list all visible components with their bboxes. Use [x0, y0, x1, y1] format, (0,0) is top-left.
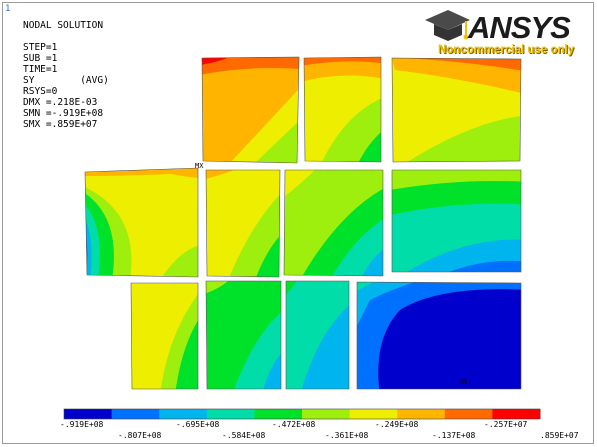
legend-label-bottom-4: -.137E+08 [432, 431, 475, 440]
legend-swatch-3 [159, 409, 207, 419]
min-marker: MN [459, 378, 467, 386]
legend-swatch-10 [492, 409, 540, 419]
legend-label-top-5: -.257E+07 [484, 420, 527, 429]
legend-label-bottom-2: -.584E+08 [222, 431, 265, 440]
element-block-top-2 [300, 50, 390, 170]
element-block-bot-4 [350, 275, 530, 395]
legend-swatch-4 [207, 409, 255, 419]
legend-label-top-3: -.472E+08 [272, 420, 315, 429]
legend-swatch-1 [64, 409, 112, 419]
legend-swatch-2 [112, 409, 160, 419]
legend-swatch-5 [254, 409, 302, 419]
element-block-bot-2 [200, 275, 290, 395]
element-block-bot-1 [125, 275, 205, 395]
element-block-top-1 [180, 50, 310, 170]
legend-label-top-1: -.919E+08 [60, 420, 103, 429]
legend-label-bottom-1: -.807E+08 [118, 431, 161, 440]
legend-color-bar [64, 409, 541, 419]
element-block-mid-1 [80, 160, 205, 285]
legend-swatch-7 [350, 409, 398, 419]
legend-label-bottom-3: -.361E+08 [325, 431, 368, 440]
legend-swatch-6 [302, 409, 350, 419]
element-block-bot-3 [280, 275, 355, 395]
legend-swatch-8 [397, 409, 445, 419]
element-block-top-3 [390, 50, 530, 170]
max-marker: MX [195, 162, 203, 170]
legend-label-top-4: -.249E+08 [375, 420, 418, 429]
legend-label-top-2: -.695E+08 [176, 420, 219, 429]
element-block-mid-3 [280, 165, 390, 285]
legend-label-bottom-5: .859E+07 [540, 431, 579, 440]
element-block-mid-2 [200, 165, 290, 285]
element-block-mid-4 [390, 165, 530, 280]
legend-swatch-9 [445, 409, 493, 419]
